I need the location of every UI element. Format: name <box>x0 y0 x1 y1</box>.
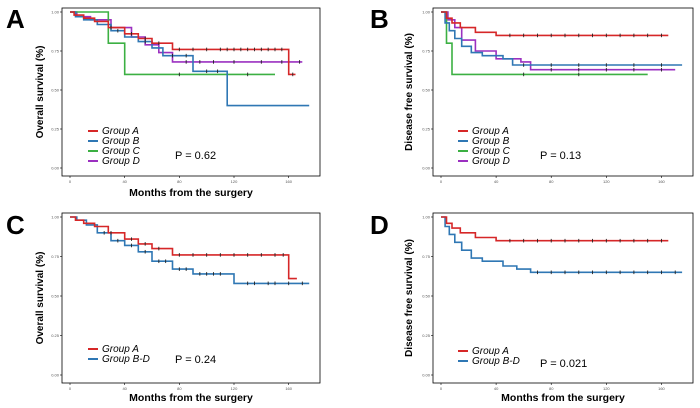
y-tick-label: 0.25 <box>51 333 60 338</box>
p-value: P = 0.13 <box>540 150 581 162</box>
y-tick-label: 1.00 <box>51 10 60 15</box>
legend-label: Group B-D <box>472 356 520 367</box>
x-tick-label: 40 <box>122 386 127 391</box>
y-tick-label: 0.50 <box>51 294 60 299</box>
x-tick-label: 120 <box>231 386 238 391</box>
y-tick-label: 1.00 <box>422 215 431 220</box>
legend-label: Group D <box>102 156 140 167</box>
x-tick-label: 80 <box>549 386 554 391</box>
y-tick-label: 0.00 <box>51 373 60 378</box>
x-axis-label: Months from the surgery <box>501 392 625 404</box>
p-value: P = 0.24 <box>175 354 216 366</box>
plot-frame <box>432 7 694 177</box>
y-tick-label: 0.50 <box>422 294 431 299</box>
y-tick-label: 0.75 <box>422 49 431 54</box>
km-curve-group-a <box>441 11 669 37</box>
legend-label: Group B <box>472 136 510 147</box>
x-tick-label: 80 <box>177 386 182 391</box>
y-axis-label: Overall survival (%) <box>35 252 46 345</box>
panel-letter: A <box>6 4 25 34</box>
x-tick-label: 120 <box>603 179 610 184</box>
x-tick-label: 40 <box>494 386 499 391</box>
panel-a: A 0.00 0.25 0.50 0.75 1.00 0 40 80 120 160 Overall … <box>6 4 321 199</box>
panel-c: C 0.00 0.25 0.50 0.75 1.00 0 40 80 120 160 Overall … <box>6 210 321 404</box>
y-tick-label: 0.25 <box>422 127 431 132</box>
legend-label: Group B <box>102 136 140 147</box>
x-axis-label: Months from the surgery <box>129 392 253 404</box>
x-tick-label: 160 <box>658 386 665 391</box>
y-tick-label: 0.25 <box>51 127 60 132</box>
x-tick-label: 160 <box>285 179 292 184</box>
legend-label: Group D <box>472 156 510 167</box>
y-tick-label: 0.75 <box>422 254 431 259</box>
x-tick-label: 0 <box>440 179 443 184</box>
legend-label: Group C <box>102 146 141 157</box>
legend-label: Group A <box>102 126 139 137</box>
x-tick-label: 80 <box>177 179 182 184</box>
x-tick-label: 120 <box>231 179 238 184</box>
km-curve-group-a <box>441 216 669 242</box>
p-value: P = 0.021 <box>540 358 587 370</box>
y-tick-label: 1.00 <box>422 10 431 15</box>
km-curve-group-a <box>70 11 296 76</box>
x-tick-label: 80 <box>549 179 554 184</box>
panel-letter: B <box>370 4 389 34</box>
y-tick-label: 0.75 <box>51 254 60 259</box>
y-tick-label: 1.00 <box>51 215 60 220</box>
x-tick-label: 160 <box>658 179 665 184</box>
panel-b: B 0.00 0.25 0.50 0.75 1.00 0 40 80 120 160 Disease … <box>370 4 694 184</box>
y-axis-label: Overall survival (%) <box>35 46 46 139</box>
km-curve-group-b-d <box>441 216 683 274</box>
legend-label: Group B-D <box>102 354 150 365</box>
plot-frame <box>61 7 321 177</box>
panel-letter: D <box>370 210 389 240</box>
legend-label: Group A <box>472 346 509 357</box>
panel-letter: C <box>6 210 25 240</box>
x-tick-label: 120 <box>603 386 610 391</box>
x-axis-label: Months from the surgery <box>129 187 253 199</box>
y-tick-label: 0.50 <box>422 88 431 93</box>
km-curve-group-a <box>70 216 297 280</box>
legend-label: Group A <box>472 126 509 137</box>
x-tick-label: 0 <box>69 386 72 391</box>
x-tick-label: 40 <box>494 179 499 184</box>
km-curve-group-b <box>70 11 310 107</box>
x-tick-label: 160 <box>285 386 292 391</box>
legend-label: Group C <box>472 146 511 157</box>
plot-frame <box>61 212 321 384</box>
x-tick-label: 40 <box>122 179 127 184</box>
y-tick-label: 0.50 <box>51 88 60 93</box>
y-tick-label: 0.75 <box>51 49 60 54</box>
y-axis-label: Disease free survival (%) <box>404 33 415 151</box>
km-curve-group-c <box>70 11 275 76</box>
panel-d: D 0.00 0.25 0.50 0.75 1.00 0 40 80 120 160 Disease … <box>370 210 694 404</box>
y-tick-label: 0.00 <box>422 373 431 378</box>
y-axis-label: Disease free survival (%) <box>404 239 415 357</box>
p-value: P = 0.62 <box>175 150 216 162</box>
y-tick-label: 0.00 <box>51 166 60 171</box>
legend-label: Group A <box>102 344 139 355</box>
y-tick-label: 0.25 <box>422 333 431 338</box>
x-tick-label: 0 <box>69 179 72 184</box>
y-tick-label: 0.00 <box>422 166 431 171</box>
plot-frame <box>432 212 694 384</box>
km-curve-group-b <box>441 11 683 66</box>
km-curve-group-d <box>441 11 676 71</box>
x-tick-label: 0 <box>440 386 443 391</box>
